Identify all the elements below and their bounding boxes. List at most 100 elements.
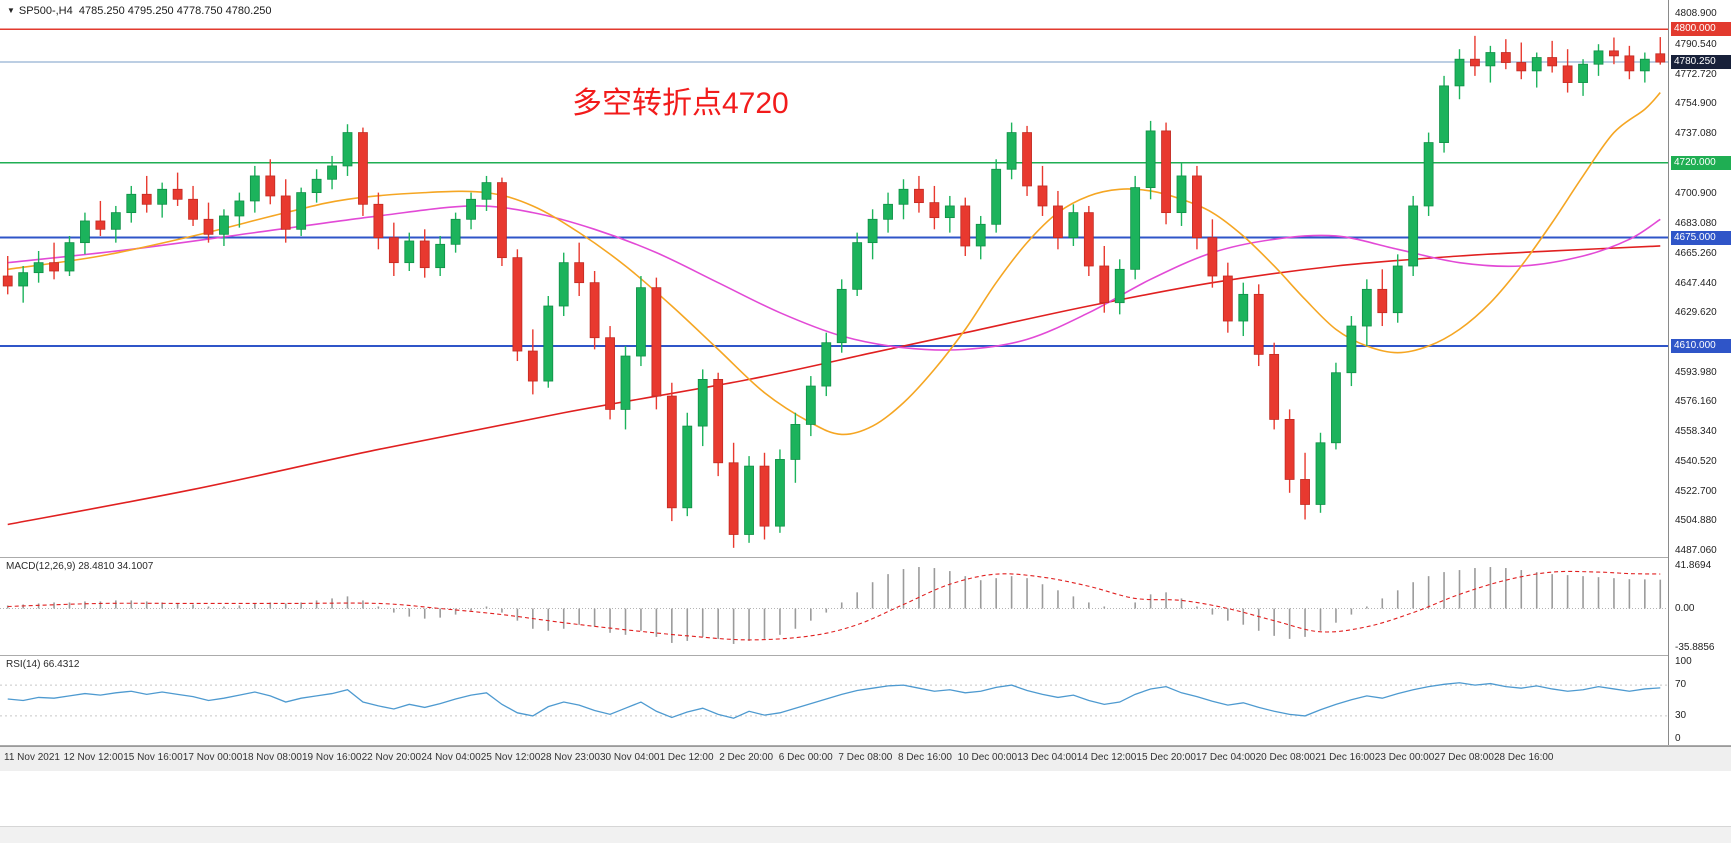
candle xyxy=(1439,85,1449,143)
candle xyxy=(883,203,893,220)
fast-ma-line xyxy=(7,92,1661,436)
candle xyxy=(1593,50,1604,65)
candle xyxy=(929,202,940,219)
candle xyxy=(1578,63,1588,83)
time-label: 30 Nov 04:00 xyxy=(600,752,660,763)
price-badge: 4720.000 xyxy=(1671,155,1731,170)
candle xyxy=(296,192,307,230)
candle xyxy=(975,223,986,247)
time-label: 11 Nov 2021 xyxy=(4,752,60,763)
candle xyxy=(49,262,59,272)
candle xyxy=(1392,265,1403,314)
candle xyxy=(1361,288,1372,327)
pivot-annotation-text: 多空转折点4720 xyxy=(572,87,789,120)
candle xyxy=(1500,52,1511,63)
price-tick: 4647.440 xyxy=(1675,277,1717,289)
price-badge: 4675.000 xyxy=(1671,230,1731,245)
price-scale[interactable]: 4808.900 4790.540 4772.720 4754.900 4737.080… xyxy=(1668,0,1731,745)
price-tick: 4683.080 xyxy=(1675,218,1717,230)
candle xyxy=(1207,237,1218,277)
macd-indicator-pane[interactable]: MACD(12,26,9) 28.4810 34.1007 xyxy=(0,558,1731,655)
candle xyxy=(1006,132,1017,170)
candle xyxy=(1624,55,1635,72)
candle xyxy=(1300,479,1310,505)
candle xyxy=(1516,62,1527,72)
candle xyxy=(651,287,662,397)
time-label: 2 Dec 20:00 xyxy=(719,752,774,763)
candle xyxy=(1068,212,1079,239)
pane-divider[interactable] xyxy=(0,655,1731,656)
candle xyxy=(914,188,924,204)
candle xyxy=(2,275,13,287)
candle xyxy=(898,188,909,205)
price-tick: 4522.700 xyxy=(1675,485,1717,497)
price-tick: 0 xyxy=(1675,733,1681,744)
candle xyxy=(419,240,430,269)
candle xyxy=(342,132,353,167)
candle xyxy=(1145,130,1156,189)
candle xyxy=(373,203,384,239)
price-tick: 4487.060 xyxy=(1675,545,1717,557)
candle xyxy=(466,198,476,220)
rsi-indicator-pane[interactable]: RSI(14) 66.4312 xyxy=(0,656,1731,745)
price-tick: 4737.080 xyxy=(1675,128,1717,140)
time-label: 17 Nov 00:00 xyxy=(182,752,243,763)
macd-label: MACD(12,26,9) 28.4810 34.1007 xyxy=(6,561,154,572)
candle xyxy=(18,272,29,287)
pane-divider[interactable] xyxy=(0,557,1731,558)
candle xyxy=(1423,142,1434,207)
candle xyxy=(1531,57,1542,72)
candle xyxy=(805,385,816,425)
candle xyxy=(666,395,677,509)
candle xyxy=(1083,212,1094,267)
price-badge: 4780.250 xyxy=(1671,55,1731,70)
time-label: 22 Nov 20:00 xyxy=(361,752,422,763)
candle xyxy=(991,168,1002,225)
footer-bar xyxy=(0,826,1731,843)
time-label: 7 Dec 08:00 xyxy=(838,752,893,763)
candle xyxy=(404,240,415,264)
time-axis[interactable]: 11 Nov 2021 12 Nov 12:00 15 Nov 16:00 17 No… xyxy=(0,746,1731,771)
candle xyxy=(512,257,523,352)
time-label: 21 Dec 16:00 xyxy=(1315,752,1375,763)
candlestick-chart-canvas[interactable] xyxy=(0,0,1668,557)
time-label: 12 Nov 12:00 xyxy=(63,752,124,763)
time-label: 25 Nov 12:00 xyxy=(480,752,541,763)
candle xyxy=(1269,353,1280,420)
candle xyxy=(1192,175,1202,239)
symbol-dropdown-icon[interactable]: ▼ xyxy=(7,6,15,15)
chart-legend: ▼ SP500-,H4 4785.250 4795.250 4778.750 47… xyxy=(7,5,272,17)
candle xyxy=(574,262,585,284)
candle xyxy=(481,182,492,200)
price-tick: 30 xyxy=(1675,709,1687,721)
candle xyxy=(1655,53,1666,63)
price-tick: 100 xyxy=(1675,656,1692,667)
candle xyxy=(188,198,198,220)
price-badge: 4800.000 xyxy=(1671,22,1731,37)
time-label: 13 Dec 04:00 xyxy=(1017,752,1077,763)
candle xyxy=(543,305,554,382)
price-tick: -35.8856 xyxy=(1675,642,1715,653)
candle xyxy=(1562,65,1573,83)
candle xyxy=(1053,205,1063,239)
price-chart-pane[interactable]: ▼ SP500-,H4 4785.250 4795.250 4778.750 47… xyxy=(0,0,1731,557)
candle xyxy=(1331,372,1341,444)
symbol-timeframe-label: SP500-,H4 xyxy=(18,5,73,17)
time-label: 10 Dec 00:00 xyxy=(957,752,1018,763)
macd-chart-canvas[interactable] xyxy=(0,558,1668,655)
candle xyxy=(558,262,569,307)
candle xyxy=(172,188,183,200)
candle xyxy=(697,378,708,427)
time-label: 15 Dec 20:00 xyxy=(1136,752,1196,763)
time-label: 14 Dec 12:00 xyxy=(1076,752,1137,763)
candle xyxy=(744,465,754,535)
rsi-chart-canvas[interactable] xyxy=(0,656,1668,745)
price-tick: 4629.620 xyxy=(1675,307,1717,319)
candle xyxy=(110,212,121,230)
time-label: 23 Dec 00:00 xyxy=(1374,752,1435,763)
time-label: 6 Dec 00:00 xyxy=(778,752,833,763)
candle xyxy=(280,195,291,230)
price-tick: 0.00 xyxy=(1675,602,1695,614)
candle xyxy=(1253,293,1264,355)
